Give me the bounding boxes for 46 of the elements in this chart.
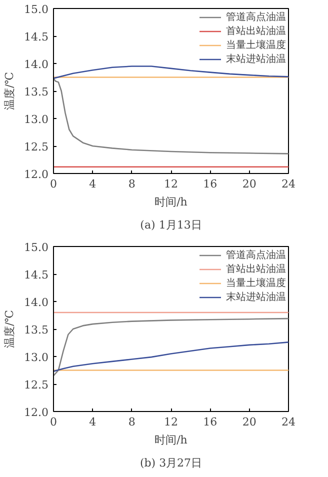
x-tick-label: 8 bbox=[128, 416, 136, 428]
y-tick-label: 14.0 bbox=[24, 58, 49, 71]
x-tick-label: 24 bbox=[282, 178, 296, 190]
legend-label: 末站进站油温 bbox=[226, 290, 286, 304]
legend-label: 管道高点油温 bbox=[226, 248, 286, 262]
y-tick-label: 12.5 bbox=[24, 140, 49, 154]
y-tick-label: 13.0 bbox=[24, 351, 49, 364]
text: (a) 1月13日 bbox=[140, 218, 202, 232]
legend-label: 管道高点油温 bbox=[226, 10, 286, 24]
y-tick-label: 14.0 bbox=[24, 296, 49, 309]
text: (b) 3月27日 bbox=[140, 456, 202, 470]
line-series bbox=[54, 318, 288, 376]
y-tick-label: 12.5 bbox=[24, 378, 49, 392]
y-tick-label: 14.5 bbox=[24, 268, 49, 282]
line-series bbox=[54, 66, 288, 79]
y-tick-label: 15.0 bbox=[24, 3, 49, 16]
x-tick-label: 20 bbox=[242, 416, 256, 428]
x-tick-label: 20 bbox=[242, 178, 256, 190]
legend-label: 当量土壤温度 bbox=[226, 276, 286, 290]
x-tick-label: 0 bbox=[50, 178, 57, 190]
legend-label: 末站进站油温 bbox=[226, 52, 286, 66]
x-tick-label: 4 bbox=[89, 178, 96, 190]
legend-label: 当量土壤温度 bbox=[226, 38, 286, 52]
y-tick-label: 12.0 bbox=[24, 168, 49, 181]
y-axis-title: 温度/℃ bbox=[3, 310, 16, 348]
y-tick-label: 15.0 bbox=[24, 241, 49, 254]
y-tick-label: 13.5 bbox=[24, 324, 49, 336]
x-tick-label: 4 bbox=[89, 416, 96, 428]
x-tick-label: 24 bbox=[282, 416, 296, 428]
y-axis-title: 温度/℃ bbox=[3, 72, 16, 110]
x-tick-label: 12 bbox=[164, 178, 178, 190]
y-tick-label: 12.0 bbox=[24, 406, 49, 419]
x-axis-title: 时间/h bbox=[154, 196, 188, 208]
legend-label: 首站出站油温 bbox=[226, 262, 286, 276]
line-series bbox=[54, 78, 288, 154]
x-tick-label: 16 bbox=[203, 416, 218, 428]
x-axis-title: 时间/h bbox=[154, 434, 188, 446]
x-tick-label: 8 bbox=[128, 178, 136, 190]
y-tick-label: 13.0 bbox=[24, 113, 49, 126]
line-series bbox=[54, 342, 288, 372]
x-tick-label: 0 bbox=[50, 416, 57, 428]
x-tick-label: 12 bbox=[164, 416, 178, 428]
legend-label: 首站出站油温 bbox=[226, 24, 286, 38]
x-tick-label: 16 bbox=[203, 178, 218, 190]
y-tick-label: 14.5 bbox=[24, 30, 49, 44]
y-tick-label: 13.5 bbox=[24, 86, 49, 98]
